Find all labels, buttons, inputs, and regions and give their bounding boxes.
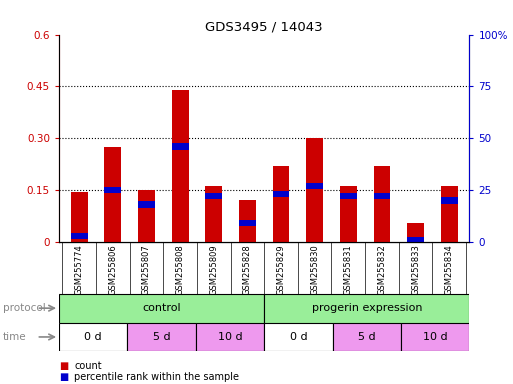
Text: 10 d: 10 d xyxy=(423,332,447,342)
Bar xyxy=(306,183,323,189)
Text: GSM255808: GSM255808 xyxy=(175,245,185,295)
Bar xyxy=(407,237,424,243)
Bar xyxy=(105,187,121,193)
Text: 0 d: 0 d xyxy=(289,332,307,342)
Text: progerin expression: progerin expression xyxy=(311,303,422,313)
Text: ■: ■ xyxy=(59,361,68,371)
Bar xyxy=(441,185,458,242)
Bar xyxy=(138,202,155,208)
Bar xyxy=(306,138,323,242)
Bar xyxy=(407,223,424,242)
Text: ■: ■ xyxy=(59,372,68,382)
Bar xyxy=(205,193,222,199)
Text: count: count xyxy=(74,361,102,371)
Bar xyxy=(196,323,264,351)
Text: 5 d: 5 d xyxy=(153,332,170,342)
Bar xyxy=(272,191,289,197)
Text: 5 d: 5 d xyxy=(358,332,376,342)
Bar xyxy=(239,220,256,227)
Bar xyxy=(71,192,88,242)
Bar xyxy=(172,144,188,150)
Bar xyxy=(373,193,390,199)
Bar xyxy=(401,323,469,351)
Text: GSM255807: GSM255807 xyxy=(142,245,151,295)
Text: GSM255830: GSM255830 xyxy=(310,245,319,295)
Text: GSM255828: GSM255828 xyxy=(243,245,252,295)
Bar xyxy=(59,323,127,351)
Text: percentile rank within the sample: percentile rank within the sample xyxy=(74,372,240,382)
Bar xyxy=(239,200,256,242)
Bar xyxy=(264,323,332,351)
Text: protocol: protocol xyxy=(3,303,45,313)
Title: GDS3495 / 14043: GDS3495 / 14043 xyxy=(205,20,323,33)
Text: GSM255833: GSM255833 xyxy=(411,245,420,295)
Bar xyxy=(332,323,401,351)
Text: control: control xyxy=(142,303,181,313)
Bar xyxy=(340,193,357,199)
Text: GSM255806: GSM255806 xyxy=(108,245,117,295)
Text: GSM255829: GSM255829 xyxy=(277,245,286,295)
Bar xyxy=(127,323,196,351)
Text: 0 d: 0 d xyxy=(84,332,102,342)
Bar xyxy=(59,294,264,323)
Bar xyxy=(172,90,188,242)
Bar xyxy=(441,197,458,204)
Text: GSM255832: GSM255832 xyxy=(378,245,386,295)
Bar xyxy=(205,185,222,242)
Text: GSM255809: GSM255809 xyxy=(209,245,218,295)
Bar xyxy=(373,166,390,242)
Bar xyxy=(272,166,289,242)
Bar xyxy=(71,233,88,239)
Text: 10 d: 10 d xyxy=(218,332,242,342)
Bar xyxy=(340,185,357,242)
Text: GSM255831: GSM255831 xyxy=(344,245,353,295)
Text: GSM255834: GSM255834 xyxy=(445,245,453,295)
Text: time: time xyxy=(3,332,26,342)
Bar xyxy=(138,190,155,242)
Bar xyxy=(105,147,121,242)
Text: GSM255774: GSM255774 xyxy=(75,245,84,295)
Bar xyxy=(264,294,469,323)
